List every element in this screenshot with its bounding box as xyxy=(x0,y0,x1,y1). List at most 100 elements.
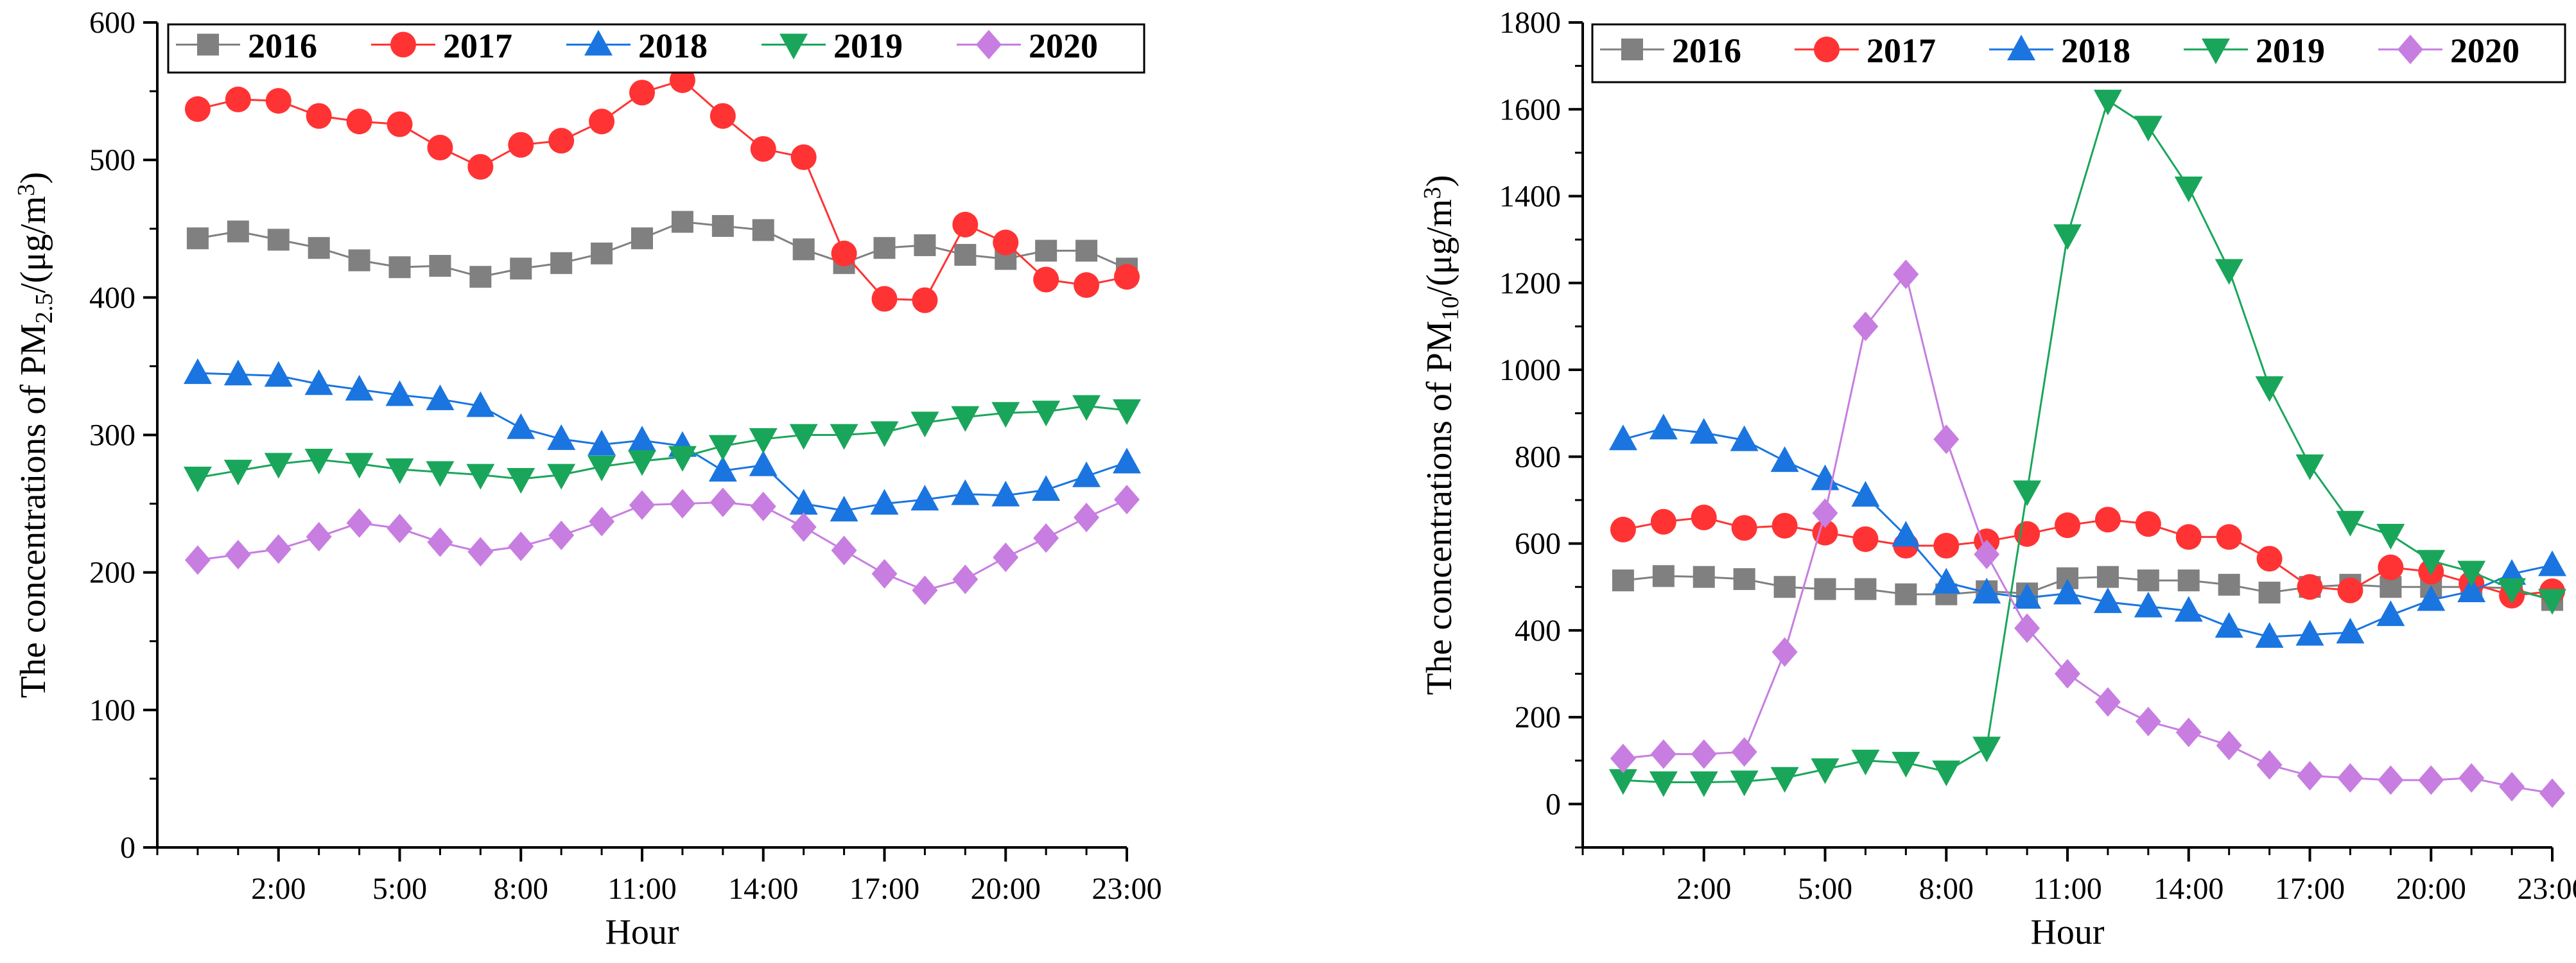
data-point-2018 xyxy=(1932,568,1961,594)
data-point-2019 xyxy=(2538,589,2566,615)
data-point-2016 xyxy=(1612,569,1634,592)
x-tick-label: 20:00 xyxy=(2396,872,2466,906)
data-point-2020 xyxy=(2378,765,2404,795)
data-point-2016 xyxy=(1652,565,1675,587)
y-tick-label: 1600 xyxy=(1499,92,1561,126)
x-tick-label: 14:00 xyxy=(2154,872,2224,906)
data-point-2017 xyxy=(225,86,251,112)
data-point-2019 xyxy=(426,461,455,487)
y-tick-label: 800 xyxy=(1515,440,1561,474)
data-point-2019 xyxy=(223,460,252,486)
data-point-2019 xyxy=(1892,752,1920,778)
legend-item-2016: 2016 xyxy=(1600,31,1741,70)
data-point-2018 xyxy=(628,426,656,452)
data-point-2017 xyxy=(993,229,1019,256)
data-point-2019 xyxy=(1113,399,1141,425)
data-point-2018 xyxy=(749,450,778,476)
y-axis-title: The concentrations of PM2.5/(μg/m3) xyxy=(13,172,58,698)
data-point-2019 xyxy=(587,455,616,482)
x-tick-label: 14:00 xyxy=(728,872,798,906)
series-2018 xyxy=(183,358,1141,522)
series-line-2017 xyxy=(197,79,1127,302)
y-axis-title-part: /(μg/m xyxy=(13,196,53,293)
x-tick-label: 17:00 xyxy=(849,872,919,906)
data-point-2017 xyxy=(2337,577,2363,603)
data-point-2017 xyxy=(2094,507,2121,533)
data-point-2020 xyxy=(2539,778,2565,808)
data-point-2018 xyxy=(547,424,576,450)
data-point-2019 xyxy=(304,449,333,475)
data-point-2019 xyxy=(2498,578,2527,604)
data-point-2018 xyxy=(2215,612,2243,638)
data-point-2020 xyxy=(831,535,857,566)
data-point-2017 xyxy=(2055,512,2080,539)
data-point-2018 xyxy=(1972,578,2001,604)
legend-label: 2019 xyxy=(2256,31,2325,70)
data-point-2016 xyxy=(954,243,977,266)
series-2018 xyxy=(1608,413,2566,648)
legend-marker xyxy=(2398,35,2423,64)
legend-marker xyxy=(197,33,219,56)
legend-marker xyxy=(2202,39,2230,64)
data-point-2019 xyxy=(2255,376,2284,403)
data-point-2017 xyxy=(1074,272,1100,299)
data-point-2018 xyxy=(708,456,737,482)
data-point-2019 xyxy=(2174,177,2203,202)
data-point-2019 xyxy=(547,464,576,490)
data-point-2020 xyxy=(1812,498,1838,528)
x-tick-label: 20:00 xyxy=(971,872,1041,906)
data-point-2020 xyxy=(2216,731,2242,761)
data-point-2017 xyxy=(1114,264,1140,290)
x-tick-label: 8:00 xyxy=(1919,872,1974,906)
data-point-2017 xyxy=(387,111,413,137)
data-point-2019 xyxy=(910,412,939,438)
data-point-2017 xyxy=(1933,532,1960,559)
x-tick-label: 2:00 xyxy=(1676,872,1731,906)
data-point-2020 xyxy=(306,521,332,551)
y-tick-label: 600 xyxy=(1515,527,1561,561)
y-axis-title-part: /(μg/m xyxy=(1420,199,1459,296)
data-point-2017 xyxy=(1691,505,1717,530)
data-point-2020 xyxy=(2297,761,2323,791)
legend-marker xyxy=(390,31,416,58)
data-point-2020 xyxy=(2337,763,2363,793)
data-point-2020 xyxy=(709,487,736,517)
y-tick-label: 0 xyxy=(120,831,135,865)
data-point-2018 xyxy=(1770,446,1799,473)
data-point-2020 xyxy=(1771,637,1798,667)
data-point-2016 xyxy=(591,242,613,265)
y-tick-label: 1800 xyxy=(1499,6,1561,40)
data-point-2019 xyxy=(1032,401,1061,427)
y-axis-title-part: The concentrations of PM xyxy=(13,324,53,698)
legend-label: 2019 xyxy=(833,27,903,65)
data-point-2016 xyxy=(550,252,573,274)
data-point-2018 xyxy=(1649,413,1678,440)
y-tick-label: 200 xyxy=(89,556,135,590)
data-point-2016 xyxy=(510,257,532,280)
series-line-2018 xyxy=(1623,427,2553,638)
data-point-2018 xyxy=(951,479,980,505)
data-point-2017 xyxy=(1771,512,1798,539)
y-axis-title-part: 3 xyxy=(13,184,40,196)
data-point-2019 xyxy=(466,464,495,490)
legend-marker xyxy=(1814,37,1840,62)
data-point-2020 xyxy=(1650,739,1676,769)
series-line-2020 xyxy=(197,498,1127,592)
data-point-2018 xyxy=(2336,618,2365,644)
data-point-2019 xyxy=(2053,224,2082,250)
series-line-2020 xyxy=(1623,272,2553,794)
data-point-2017 xyxy=(629,80,655,106)
data-point-2017 xyxy=(2256,546,2283,572)
data-point-2017 xyxy=(871,286,898,312)
legend-label: 2020 xyxy=(1029,27,1098,65)
data-point-2017 xyxy=(790,144,817,170)
data-point-2017 xyxy=(952,211,979,238)
y-tick-label: 200 xyxy=(1515,700,1561,734)
data-point-2019 xyxy=(2376,524,2405,550)
y-tick-label: 0 xyxy=(1545,787,1561,821)
data-point-2016 xyxy=(227,220,249,243)
data-point-2019 xyxy=(1649,771,1678,797)
data-point-2017 xyxy=(2297,574,2323,600)
data-point-2018 xyxy=(223,360,252,386)
data-point-2019 xyxy=(385,458,414,485)
